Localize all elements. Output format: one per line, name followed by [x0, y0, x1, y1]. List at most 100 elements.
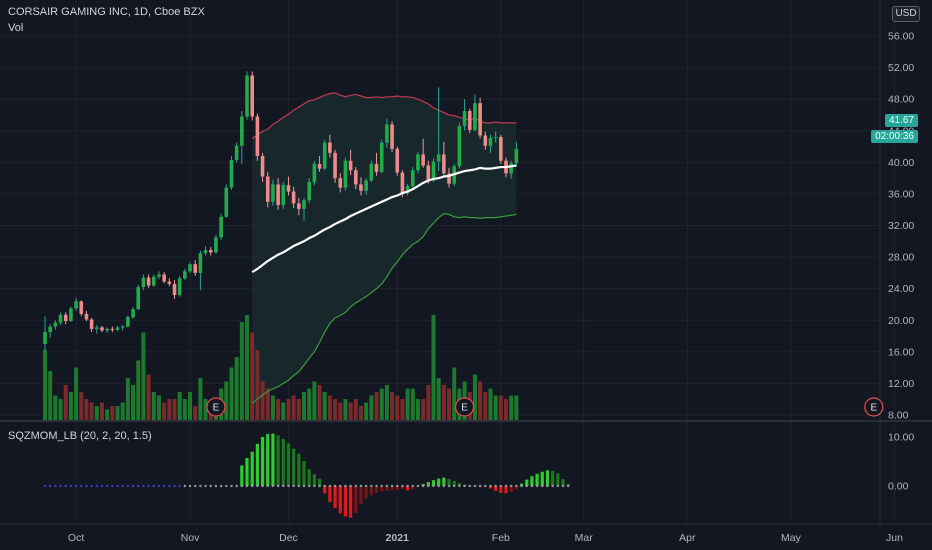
volume-bar: [99, 402, 104, 420]
momentum-bar: [519, 483, 524, 486]
squeeze-dot: [230, 484, 233, 488]
momentum-bar: [437, 478, 441, 486]
volume-bar: [291, 395, 296, 420]
candle-body: [359, 184, 363, 191]
time-tick-label: Jun: [886, 532, 903, 544]
price-tick-label: 56.00: [888, 31, 914, 43]
volume-bar: [358, 406, 363, 420]
candle-body: [276, 184, 280, 205]
currency-badge[interactable]: USD: [892, 6, 920, 22]
squeeze-dot: [168, 484, 171, 488]
squeeze-dot: [266, 484, 269, 488]
volume-bar: [322, 392, 327, 420]
squeeze-dot: [54, 484, 57, 488]
momentum-bar: [390, 486, 394, 491]
price-tick-label: 52.00: [888, 62, 914, 74]
candle-body: [317, 163, 322, 169]
candle-body: [63, 314, 68, 322]
candle-body: [416, 154, 420, 171]
volume-bar: [472, 374, 477, 420]
momentum-bar: [499, 486, 503, 493]
volume-bar: [110, 406, 115, 420]
volume-bar: [493, 395, 498, 420]
volume-bar: [125, 378, 130, 420]
volume-bar: [229, 367, 234, 420]
grid: [0, 0, 896, 524]
candle-body: [374, 163, 379, 172]
squeeze-dot: [302, 484, 306, 488]
candle-body: [281, 185, 286, 205]
candle-body: [493, 137, 498, 139]
squeeze-dot: [199, 484, 202, 488]
volume-bar: [250, 332, 255, 420]
volume-bar: [405, 388, 410, 420]
candle-body: [58, 314, 63, 323]
squeeze-dot: [287, 484, 290, 488]
candle-body: [457, 126, 462, 167]
momentum-bar: [385, 486, 389, 491]
squeeze-dot: [121, 484, 124, 488]
time-tick-label: Feb: [492, 532, 510, 544]
volume-bar: [379, 388, 384, 420]
squeeze-dot: [235, 484, 238, 488]
volume-bar: [270, 395, 275, 420]
momentum-bar: [426, 482, 430, 486]
momentum-bar: [374, 486, 379, 493]
bollinger-band-fill: [252, 92, 517, 404]
squeeze-dot: [453, 484, 456, 488]
earnings-marker-label: E: [461, 403, 468, 414]
volume-bar: [198, 378, 203, 420]
candle-body: [271, 184, 275, 202]
volume-bar: [343, 399, 348, 420]
volume-bar: [182, 399, 187, 420]
volume-bar: [141, 332, 146, 420]
momentum-bar: [292, 448, 296, 486]
volume-bar: [421, 399, 426, 420]
squeeze-dots: [43, 484, 570, 488]
candle-body: [483, 135, 488, 146]
volume-bar: [172, 399, 177, 420]
squeeze-dot: [85, 484, 88, 488]
candle-body: [74, 301, 78, 309]
momentum-bar: [260, 437, 265, 486]
candle-body: [302, 200, 306, 209]
bollinger-middle-line: [251, 164, 517, 274]
candle-body: [136, 287, 141, 310]
volume-bar: [245, 315, 250, 420]
volume-bar: [447, 388, 452, 420]
volume-bar: [255, 350, 260, 420]
candle-body: [343, 160, 348, 188]
volume-bar: [327, 395, 332, 420]
volume-bar: [48, 371, 53, 420]
squeeze-dot: [64, 484, 67, 488]
volume-bar: [162, 402, 167, 420]
squeeze-dot: [339, 484, 342, 488]
candle-body: [431, 161, 436, 181]
momentum-bar: [545, 470, 550, 486]
candle-body: [100, 327, 104, 331]
volume-bar: [410, 388, 415, 420]
squeeze-dot: [105, 484, 109, 488]
candle-body: [379, 142, 384, 172]
momentum-bar: [240, 465, 244, 486]
candle-body: [48, 326, 52, 333]
candle-body: [260, 156, 265, 177]
time-tick-label: 2021: [386, 532, 410, 544]
last-price-tag: 41.67: [884, 114, 918, 127]
candle-body: [410, 170, 415, 187]
volume-bar: [43, 350, 47, 420]
volume-bar: [333, 399, 338, 420]
squeeze-dot: [442, 484, 446, 488]
momentum-bar: [411, 486, 415, 490]
volume-bar: [364, 402, 369, 420]
candle-body: [131, 309, 135, 318]
squeeze-dot: [499, 484, 503, 488]
volume-bar: [94, 406, 99, 420]
squeeze-dot: [530, 484, 534, 488]
volume-bar: [441, 385, 446, 420]
momentum-bar: [281, 438, 285, 486]
candle-body: [333, 152, 337, 179]
candle-body: [390, 124, 394, 149]
